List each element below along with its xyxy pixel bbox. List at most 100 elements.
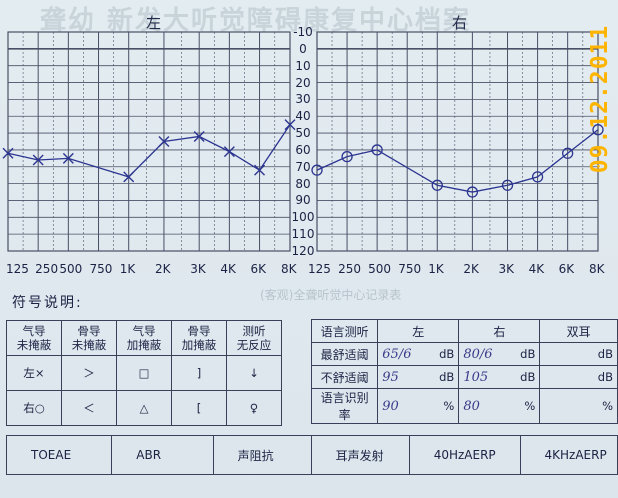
right-ear-plot: [311, 124, 604, 198]
x-tick-label: 8K: [281, 262, 297, 276]
speech-label: 不舒适阈: [310, 365, 379, 389]
chart-frame: [316, 31, 599, 252]
speech-left-cell: 90%: [377, 388, 460, 424]
symbol-legend-table: 气导 未掩蔽 骨导 未掩蔽 气导 加掩蔽 骨导 加掩蔽 测听 无反应 左× ＞ …: [6, 320, 282, 426]
sym-right-bone-masked: [: [171, 390, 227, 426]
left-ear-x-marker: [2, 147, 14, 159]
right-ear-o-marker: [562, 147, 574, 159]
left-audiogram-grid: [7, 31, 291, 252]
date-stamp-text: 09.12.2011: [587, 24, 613, 174]
x-tick-label: 250: [35, 262, 59, 276]
left-ear-x-marker: [158, 136, 170, 147]
y-tick-label: 40: [295, 109, 311, 124]
speech-row-ucl: 不舒适阈 95 dB 105 dB dB: [310, 365, 618, 389]
y-tick-label: 100: [291, 210, 315, 225]
symbol-row-left: 左× ＞ □ ] ↓: [6, 355, 282, 391]
sym-left-no-response: ↓: [226, 355, 282, 391]
sym-left-bone: ＞: [61, 355, 117, 391]
speech-both-cell: %: [539, 388, 618, 424]
speech-unit: %: [524, 398, 536, 413]
x-tick-label: 3K: [498, 262, 515, 276]
right-ear-o-marker: [341, 151, 353, 163]
sym-right-air: 右○: [6, 390, 62, 426]
right-ear-o-marker: [592, 124, 604, 136]
left-ear-x-marker: [32, 154, 44, 166]
y-tick-label: 20: [295, 75, 311, 90]
speech-right-cell: 105 dB: [458, 365, 541, 389]
speech-left-value: 65/6: [382, 346, 412, 362]
header-watermark: 聋幼 新发大听觉障碍康复中心档案: [40, 6, 472, 36]
speech-unit: dB: [520, 346, 536, 361]
left-chart-title: 左: [146, 14, 162, 32]
speech-unit: dB: [520, 369, 536, 384]
right-audiogram-grid: [316, 31, 599, 252]
left-ear-x-marker: [123, 171, 135, 183]
speech-audiometry-table: 语言测听 左 右 双耳 最舒适阈 65/6 dB 80/6 dB dB 不舒适阈 9…: [310, 319, 618, 424]
right-ear-o-marker: [531, 171, 544, 183]
speech-label: 语言识别率: [310, 388, 379, 424]
speech-unit: %: [602, 399, 613, 413]
test-acoustic-impedance: 声阻抗: [212, 435, 312, 475]
speech-left-cell: 95 dB: [377, 365, 460, 389]
test-otoacoustic-emission: 耳声发射: [310, 435, 410, 475]
speech-h-left: 左: [377, 319, 460, 343]
test-4khz-aerp: 4KHzAERP: [519, 435, 618, 475]
faint-note: (客观)全聋听觉中心记录表: [260, 288, 402, 302]
sym-h-bone-unmasked: 骨导 未掩蔽: [61, 320, 117, 356]
tests-row: TOEAE ABR 声阻抗 耳声发射 40HzAERP 4KHzAERP: [5, 435, 618, 475]
y-tick-label: 120: [291, 244, 315, 258]
speech-right-value: 80/6: [463, 346, 493, 362]
speech-left-cell: 65/6 dB: [377, 342, 460, 366]
speech-right-cell: 80/6 dB: [458, 342, 541, 366]
x-tick-label: 500: [368, 262, 392, 276]
y-tick-label: 10: [295, 58, 311, 73]
x-tick-label: 6K: [558, 262, 575, 276]
right-ear-line: [316, 129, 599, 193]
left-ear-x-marker: [223, 146, 235, 158]
left-ear-plot: [2, 119, 296, 183]
sym-h-bone-masked: 骨导 加掩蔽: [171, 320, 227, 356]
sym-h-no-response: 测听 无反应: [226, 320, 282, 356]
speech-row-mcl: 最舒适阈 65/6 dB 80/6 dB dB: [310, 342, 618, 366]
sym-right-air-masked: △: [116, 390, 172, 426]
y-tick-label: 60: [295, 142, 311, 157]
right-ear-o-marker: [371, 144, 383, 156]
speech-label: 最舒适阈: [310, 342, 379, 366]
sym-left-air-masked: □: [116, 355, 172, 391]
speech-left-value: 90: [382, 398, 399, 414]
speech-unit: dB: [439, 369, 455, 384]
speech-unit: %: [443, 398, 455, 413]
x-tick-label: 6K: [250, 262, 267, 276]
symbol-legend-heading: 符号说明:: [12, 295, 83, 311]
right-ear-o-marker: [501, 179, 514, 191]
left-ear-x-marker: [193, 130, 205, 142]
left-ear-line: [7, 124, 291, 178]
speech-header-row: 语言测听 左 右 双耳: [310, 319, 618, 343]
speech-unit: dB: [597, 347, 613, 361]
speech-both-cell: dB: [539, 365, 618, 389]
symbol-row-right: 右○ ＜ △ [ ♀: [6, 390, 282, 426]
sym-h-air-masked: 气导 加掩蔽: [116, 320, 172, 356]
x-tick-label: 250: [338, 262, 361, 276]
x-tick-label: 2K: [154, 262, 171, 276]
y-tick-label: 90: [295, 193, 311, 208]
y-tick-label: 50: [295, 126, 311, 141]
test-toeae: TOEAE: [5, 435, 113, 475]
y-tick-label: 0: [299, 41, 307, 56]
objective-tests-table: TOEAE ABR 声阻抗 耳声发射 40HzAERP 4KHzAERP: [5, 435, 618, 475]
chart-frame: [7, 31, 291, 252]
x-tick-label: 125: [308, 262, 331, 276]
x-tick-label: 3K: [190, 262, 206, 276]
speech-unit: dB: [439, 346, 455, 361]
y-tick-label: 80: [295, 176, 311, 191]
x-tick-label: 500: [59, 262, 83, 276]
x-tick-label: 125: [6, 262, 29, 276]
test-abr: ABR: [111, 435, 214, 475]
left-ear-x-marker: [254, 164, 266, 176]
left-ear-x-marker: [284, 119, 296, 131]
sym-left-bone-masked: ]: [171, 355, 227, 391]
speech-right-value: 105: [463, 369, 489, 385]
speech-right-cell: 80%: [458, 388, 541, 424]
right-ear-o-marker: [466, 186, 479, 198]
